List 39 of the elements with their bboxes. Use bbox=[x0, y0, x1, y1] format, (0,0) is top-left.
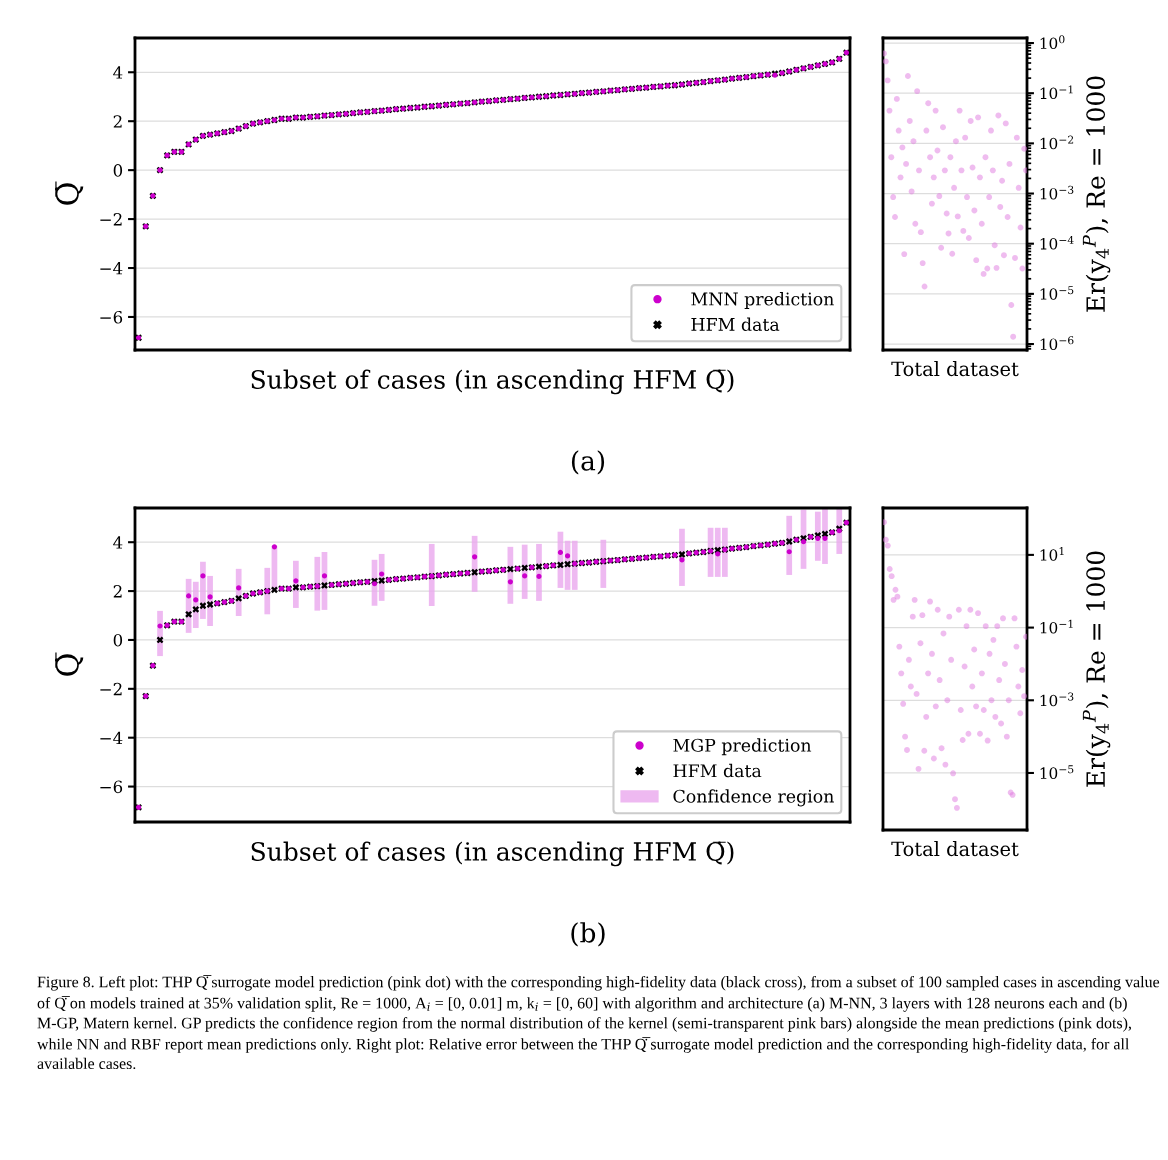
text: Figure 8. Left plot: THP Q̇̅ surrogate model prediction (pink dot) with the corresponding high-fidelity data (black cross), from a subset of 100 sampled cases in ascending value of Q̇̅ on models trained at 35% validation split, Re = 1000, A$_{i}$ = [0, 0.01] m, k$_{i}$ = [0, 60] with algorithm and architecture (a) M-NN, 3 layers with 128 neurons each and (b) M-GP, Matern kernel. GP predicts the confidence region from the normal distribution of the kernel (semi-transparent pink bars) alongside the mean predictions (pink dots), while NN and RBF report mean predictions only. Right plot: Relative error between the THP Q̇̅ surrogate model prediction and the corresponding high-fidelity data, for all available cases. bbox=[37, 975, 1160, 1070]
y2-tick-label: 10$^{−2}$ bbox=[1040, 135, 1074, 150]
y-tick-label: −6 bbox=[100, 310, 123, 324]
y-tick-label: −2 bbox=[100, 213, 122, 226]
y-tick-label: −4 bbox=[100, 261, 123, 275]
y-tick-label: 0 bbox=[113, 164, 123, 177]
x-axis-title: Total dataset bbox=[891, 361, 1019, 377]
legend-label: Confidence region bbox=[673, 789, 834, 807]
y-tick-label: −6 bbox=[100, 780, 123, 794]
y-tick-label: 4 bbox=[113, 66, 123, 79]
y2-tick-label: 10$^{−6}$ bbox=[1040, 336, 1074, 350]
y-tick-label: 2 bbox=[113, 585, 122, 598]
y2-tick-label: 10$^{−3}$ bbox=[1040, 692, 1074, 707]
y2-tick-label: 10$^{0}$ bbox=[1040, 35, 1065, 49]
y-tick-label: −4 bbox=[100, 731, 123, 745]
x-axis-title: Subset of cases (in ascending HFM Q̇̅) bbox=[251, 841, 734, 867]
x-axis-title: Total dataset bbox=[891, 841, 1019, 857]
y-tick-label: 0 bbox=[113, 633, 123, 647]
y2-tick-label: 10$^{−4}$ bbox=[1040, 235, 1074, 250]
y-axis-title: Q̇̅ bbox=[54, 652, 84, 676]
y-tick-label: 2 bbox=[113, 115, 122, 128]
text: (a) bbox=[571, 450, 605, 475]
legend-label: MNN prediction bbox=[691, 292, 834, 309]
legend-label: HFM data bbox=[673, 763, 762, 778]
text: (b) bbox=[571, 922, 605, 947]
y-axis-title: Q̇̅ bbox=[54, 181, 84, 205]
y-tick-label: −2 bbox=[100, 682, 122, 696]
y2-axis-title: Er(y$_{4}$$^{P}$), Re = 1000 bbox=[1082, 551, 1111, 787]
y2-tick-label: 10$^{1}$ bbox=[1040, 547, 1064, 561]
y2-tick-label: 10$^{−5}$ bbox=[1040, 286, 1074, 300]
y2-axis-title: Er(y$_{4}$$^{P}$), Re = 1000 bbox=[1082, 76, 1111, 312]
legend-label: MGP prediction bbox=[673, 738, 812, 756]
y-tick-label: 4 bbox=[113, 536, 123, 549]
y2-tick-label: 10$^{−1}$ bbox=[1040, 619, 1073, 634]
y2-tick-label: 10$^{−1}$ bbox=[1040, 85, 1073, 100]
y2-tick-label: 10$^{−5}$ bbox=[1040, 765, 1074, 779]
legend-label: HFM data bbox=[691, 317, 780, 332]
y2-tick-label: 10$^{−3}$ bbox=[1040, 185, 1074, 200]
x-axis-title: Subset of cases (in ascending HFM Q̇̅) bbox=[251, 369, 734, 395]
